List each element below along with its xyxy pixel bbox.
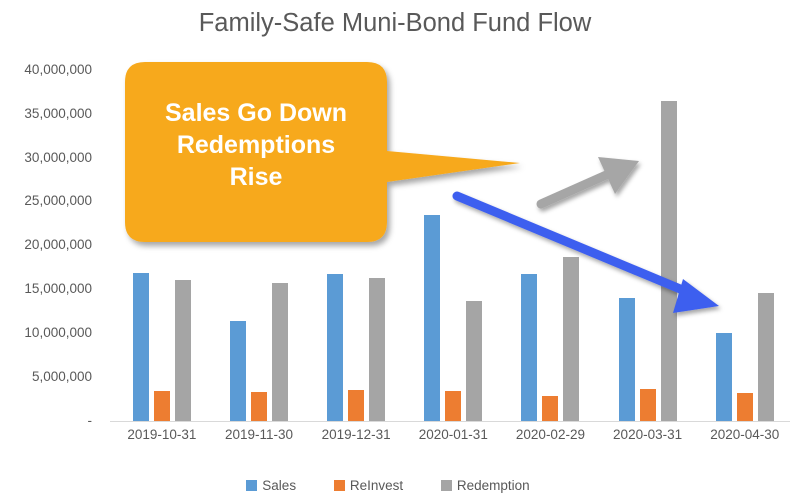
svg-text:Redemptions: Redemptions <box>177 131 335 159</box>
svg-text:Sales Go Down: Sales Go Down <box>165 99 347 127</box>
svg-text:Rise: Rise <box>230 163 283 191</box>
